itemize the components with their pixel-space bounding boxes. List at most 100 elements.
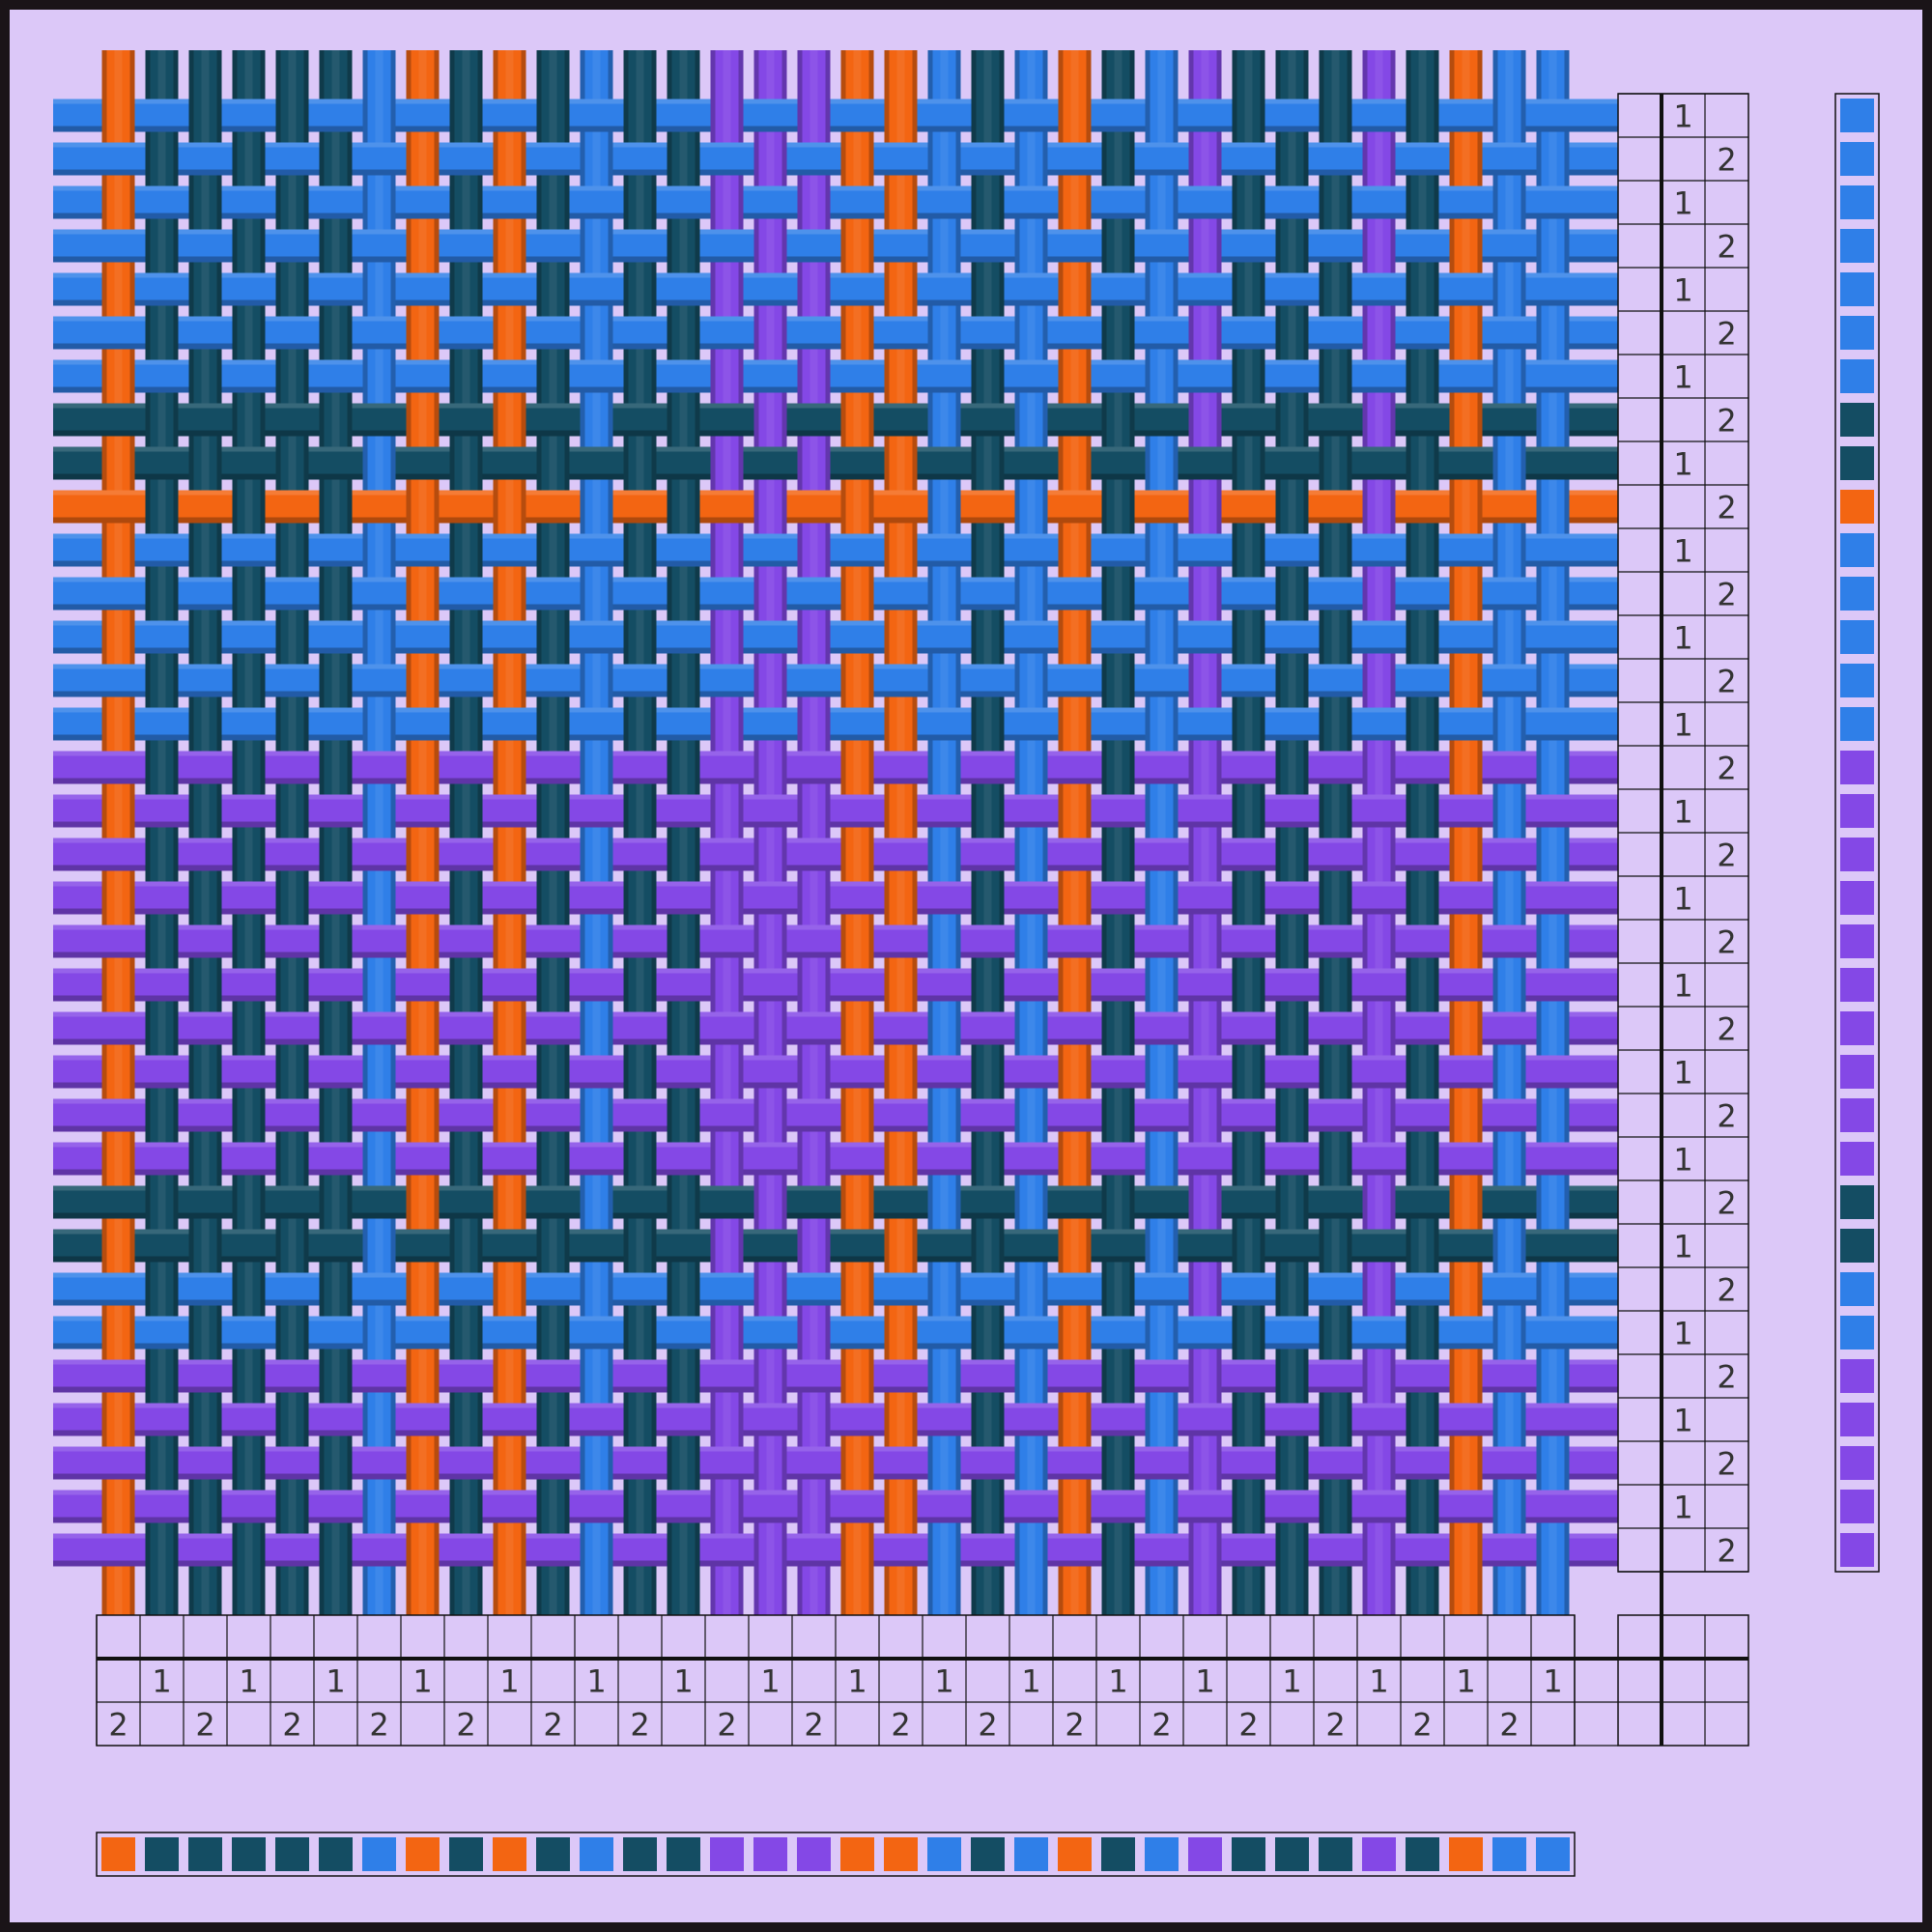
warp-over-cell [536,1398,570,1441]
warp-over-cell [449,1311,483,1354]
warp-over-cell [753,485,787,528]
warp-over-cell [101,1485,135,1528]
warp-over-cell [1014,1267,1048,1311]
warp-over-cell [1449,1267,1483,1311]
warp-color-swatch [406,1837,440,1871]
warp-over-cell [232,1007,266,1050]
warp-over-cell [319,920,353,963]
warp-over-cell [536,355,570,398]
threading-mark: 1 [1195,1663,1214,1700]
warp-over-cell [710,1050,744,1094]
warp-over-cell [797,1398,831,1441]
warp-over-cell [971,876,1005,920]
weft-thread [53,968,1618,1002]
treadling-mark: 2 [1717,229,1736,266]
threading-mark: 1 [1282,1663,1301,1700]
warp-over-cell [1536,311,1570,355]
warp-color-swatch [1014,1837,1048,1871]
warp-over-cell [1275,920,1309,963]
warp-over-cell [232,920,266,963]
weft-color-swatch [1840,1098,1874,1132]
warp-over-cell [797,1050,831,1094]
threading-mark: 2 [543,1707,562,1744]
warp-over-cell [1319,181,1352,224]
warp-over-cell [1101,920,1135,963]
warp-over-cell [1492,1137,1526,1180]
warp-over-cell [1492,1485,1526,1528]
treadling-mark: 1 [1673,446,1692,483]
warp-over-cell [1014,572,1048,615]
weft-color-swatch [1840,316,1874,350]
warp-over-cell [406,833,440,876]
warp-over-cell [710,615,744,659]
warp-over-cell [1058,268,1092,311]
weft-color-swatch [1840,664,1874,697]
warp-over-cell [753,1354,787,1398]
weft-thread [53,403,1618,437]
warp-over-cell [797,94,831,137]
warp-over-cell [580,1267,613,1311]
warp-over-cell [1362,137,1396,181]
treadling-mark: 1 [1673,1142,1692,1179]
warp-over-cell [1449,1528,1483,1572]
warp-over-cell [840,746,874,789]
warp-over-cell [927,833,961,876]
warp-over-cell [145,572,179,615]
weft-thread [53,707,1618,741]
weft-color-swatch [1840,1229,1874,1263]
warp-over-cell [101,1398,135,1441]
weft-color-swatch [1840,924,1874,958]
warp-over-cell [1449,224,1483,268]
weft-thread [53,99,1618,132]
warp-over-cell [188,355,222,398]
warp-over-cell [1145,1224,1179,1267]
warp-over-cell [493,224,526,268]
warp-over-cell [1145,1050,1179,1094]
warp-over-cell [971,789,1005,833]
tie-up-grid [97,94,1749,1747]
warp-over-cell [1319,615,1352,659]
warp-over-cell [145,485,179,528]
warp-over-cell [406,137,440,181]
treadling-mark: 1 [1673,620,1692,657]
warp-over-cell [319,659,353,702]
warp-over-cell [232,398,266,441]
warp-over-cell [101,615,135,659]
weft-thread [53,1359,1618,1393]
warp-over-cell [1275,1094,1309,1137]
warp-over-cell [1188,137,1222,181]
warp-over-cell [275,268,309,311]
warp-over-cell [449,1485,483,1528]
warp-over-cell [145,137,179,181]
warp-over-cell [145,311,179,355]
threading-mark: 2 [1499,1707,1519,1744]
warp-over-cell [1319,1398,1352,1441]
warp-over-cell [1536,920,1570,963]
warp-over-cell [101,876,135,920]
warp-over-cell [1275,485,1309,528]
warp-color-swatch [884,1837,918,1871]
warp-over-cell [927,1441,961,1485]
warp-over-cell [884,1224,918,1267]
warp-over-cell [667,1180,700,1224]
warp-over-cell [1275,1007,1309,1050]
warp-over-cell [232,659,266,702]
warp-over-cell [101,355,135,398]
warp-over-cell [1188,1441,1222,1485]
warp-over-cell [971,181,1005,224]
warp-over-cell [667,659,700,702]
warp-over-cell [406,311,440,355]
warp-over-cell [101,789,135,833]
weft-color-swatch [1840,1055,1874,1089]
warp-over-cell [797,702,831,746]
warp-over-cell [145,398,179,441]
warp-over-cell [667,746,700,789]
warp-over-cell [580,746,613,789]
warp-over-cell [493,1354,526,1398]
warp-over-cell [710,441,744,485]
threading-mark: 2 [1238,1707,1258,1744]
warp-over-cell [101,1137,135,1180]
warp-over-cell [1319,876,1352,920]
warp-over-cell [580,1180,613,1224]
